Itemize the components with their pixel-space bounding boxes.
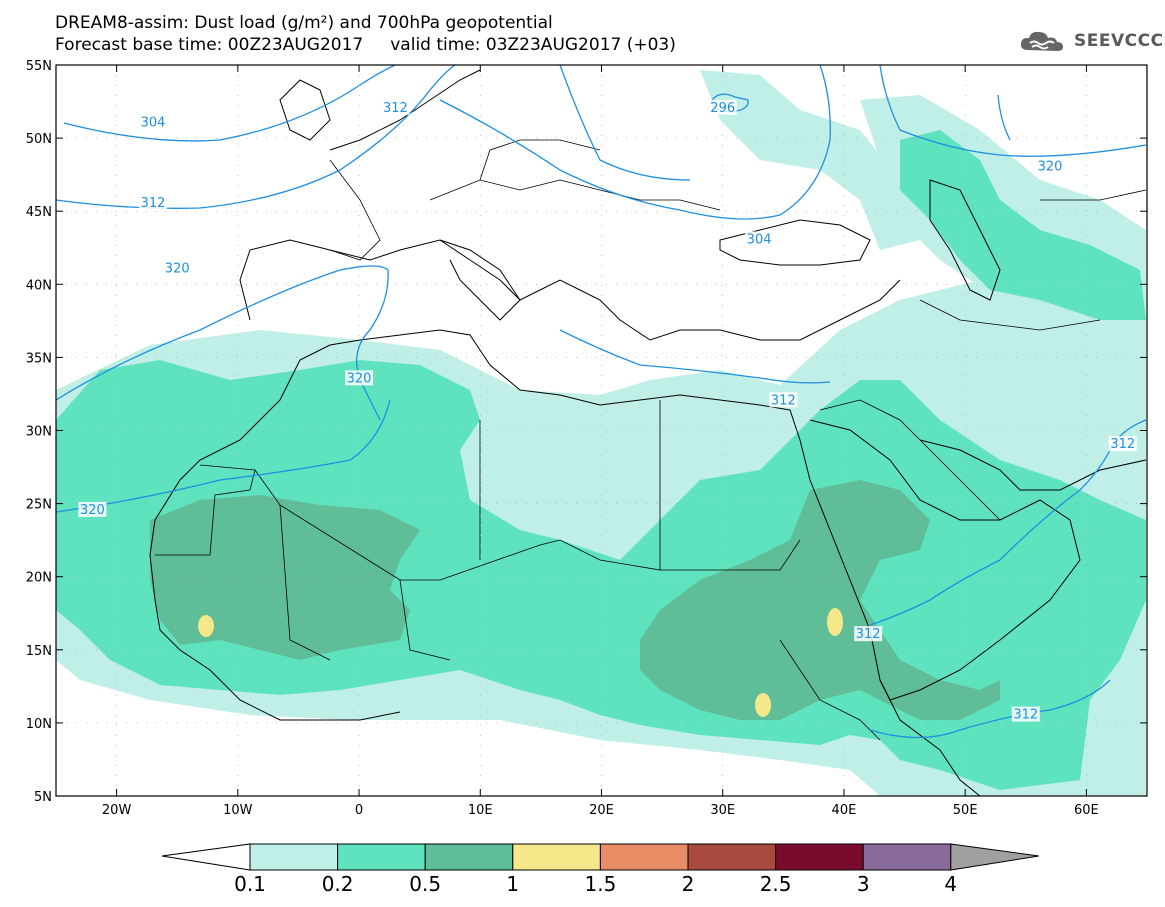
contour-312-west: [56, 65, 455, 208]
lon-label: 20W: [102, 803, 132, 818]
svg-text:304: 304: [141, 115, 166, 130]
lat-label: 10N: [26, 717, 52, 732]
colorbar: [160, 843, 1045, 873]
dust-field: [56, 70, 1146, 796]
svg-text:312: 312: [1013, 708, 1038, 723]
svg-text:312: 312: [856, 627, 881, 642]
contour-label: 320: [1036, 158, 1064, 174]
contour-label: 296: [709, 100, 737, 116]
coast-italy: [440, 240, 520, 320]
colorbar-label: 1: [506, 872, 519, 896]
contour-label: 304: [745, 231, 773, 247]
colorbar-label: 4: [944, 872, 957, 896]
colorbar-segment: [600, 844, 688, 870]
lat-label: 15N: [26, 644, 52, 659]
svg-text:320: 320: [347, 371, 372, 386]
colorbar-segment: [338, 844, 426, 870]
coast-uk: [280, 80, 330, 140]
dust-area-1-15-b: [827, 608, 843, 636]
lon-label: 10E: [468, 803, 493, 818]
lat-label: 50N: [26, 132, 52, 147]
svg-text:312: 312: [383, 101, 408, 116]
lat-label: 25N: [26, 498, 52, 513]
colorbar-segment: [951, 844, 1039, 870]
lon-label: 0: [355, 803, 363, 818]
svg-text:296: 296: [710, 101, 735, 116]
contour-304-west: [64, 65, 395, 141]
colorbar-segment: [776, 844, 864, 870]
border-europe-2: [480, 140, 600, 180]
contour-label: 312: [1109, 436, 1137, 452]
border-france: [330, 160, 380, 260]
dust-area-1-15-a: [198, 615, 214, 637]
svg-text:312: 312: [141, 196, 166, 211]
svg-text:312: 312: [1110, 437, 1135, 452]
colorbar-segment: [863, 844, 951, 870]
colorbar-label: 0.2: [322, 872, 354, 896]
colorbar-label: 2: [682, 872, 695, 896]
border-europe-1: [430, 180, 720, 210]
colorbar-segment: [688, 844, 776, 870]
contour-312-top: [998, 95, 1010, 140]
coast-black-sea: [720, 220, 870, 265]
contour-label: 320: [78, 502, 106, 518]
colorbar-label: 0.5: [409, 872, 441, 896]
colorbar-segment: [513, 844, 601, 870]
svg-text:320: 320: [1038, 159, 1063, 174]
colorbar-label: 1.5: [584, 872, 616, 896]
lon-label: 20E: [589, 803, 614, 818]
colorbar-segment: [162, 844, 250, 870]
svg-text:312: 312: [771, 393, 796, 408]
svg-text:304: 304: [747, 232, 772, 247]
lat-label: 45N: [26, 205, 52, 220]
contour-label: 320: [345, 370, 373, 386]
contour-label: 312: [139, 195, 167, 211]
lon-label: 50E: [953, 803, 978, 818]
contour-label: 312: [1012, 707, 1040, 723]
contour-304-north: [560, 65, 690, 180]
contour-label: 312: [769, 392, 797, 408]
lat-label: 5N: [34, 790, 52, 805]
svg-text:320: 320: [165, 262, 190, 277]
coast-europe: [240, 240, 900, 340]
lon-label: 60E: [1074, 803, 1099, 818]
colorbar-label: 3: [857, 872, 870, 896]
lat-label: 30N: [26, 425, 52, 440]
lon-label: 40E: [832, 803, 857, 818]
colorbar-segment: [250, 844, 338, 870]
contour-label: 312: [381, 100, 409, 116]
longitude-labels: 20W 10W 0 10E 20E 30E 40E 50E 60E: [102, 803, 1099, 818]
contour-label: 304: [139, 114, 167, 130]
contour-label: 320: [163, 261, 191, 277]
latitude-labels: 55N 50N 45N 40N 35N 30N 25N 20N 15N 10N 5N: [26, 59, 52, 805]
lon-label: 30E: [710, 803, 735, 818]
lat-label: 40N: [26, 278, 52, 293]
colorbar-label: 2.5: [760, 872, 792, 896]
lat-label: 35N: [26, 351, 52, 366]
lat-label: 55N: [26, 59, 52, 74]
lon-label: 10W: [223, 803, 253, 818]
contour-label: 312: [854, 626, 882, 642]
dust-area-1-15-c: [755, 693, 771, 717]
colorbar-label: 0.1: [234, 872, 266, 896]
lat-label: 20N: [26, 571, 52, 586]
colorbar-segment: [425, 844, 513, 870]
svg-text:320: 320: [80, 503, 105, 518]
